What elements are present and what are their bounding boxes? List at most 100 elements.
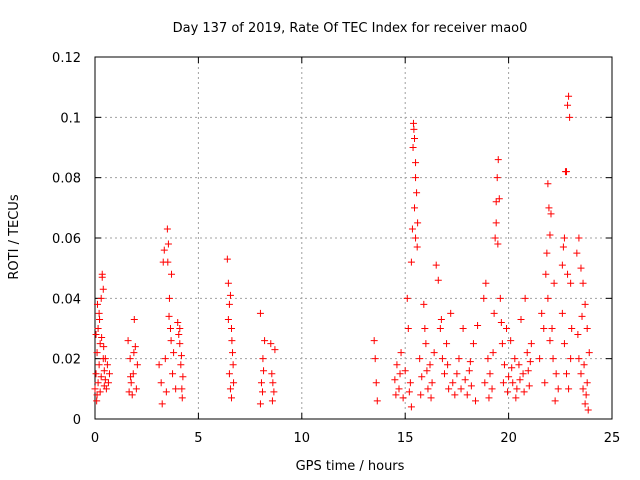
data-point: [455, 355, 463, 363]
data-point: [256, 309, 264, 317]
data-point: [517, 315, 525, 323]
data-point: [227, 325, 235, 332]
data-point: [453, 370, 461, 378]
data-point: [91, 385, 99, 393]
data-point: [93, 300, 101, 308]
data-point: [560, 340, 568, 348]
axes: [94, 56, 613, 420]
data-point: [551, 397, 559, 405]
data-point: [172, 385, 180, 393]
data-point: [543, 249, 551, 257]
data-point: [422, 340, 430, 348]
data-point: [542, 270, 550, 278]
y-axis-label: ROTI / TECUs: [7, 194, 22, 279]
data-point: [230, 379, 238, 387]
data-point: [92, 331, 100, 339]
data-point: [444, 361, 452, 369]
x-tick-label: 10: [294, 431, 311, 446]
data-point: [423, 367, 431, 375]
data-point: [160, 246, 168, 254]
data-point: [565, 385, 573, 393]
data-point: [268, 397, 276, 405]
data-point: [440, 370, 448, 378]
x-tick-label: 0: [91, 431, 99, 446]
data-point: [414, 219, 422, 227]
data-point: [164, 240, 172, 248]
data-point: [579, 385, 587, 393]
data-point: [259, 355, 267, 363]
data-point: [491, 234, 499, 242]
data-point: [411, 204, 419, 212]
data-point: [508, 364, 516, 372]
data-point: [565, 92, 573, 100]
data-points: [91, 92, 593, 414]
y-tick-label: 0.06: [52, 232, 81, 247]
data-point: [406, 379, 414, 387]
data-point: [96, 340, 104, 348]
data-point: [567, 279, 575, 287]
data-point: [105, 370, 113, 378]
data-point: [559, 243, 567, 251]
data-point: [447, 309, 455, 317]
data-point: [95, 309, 103, 317]
data-point: [93, 391, 101, 399]
data-point: [500, 361, 508, 369]
data-point: [413, 189, 421, 197]
data-point: [558, 261, 566, 269]
y-tick-label: 0.04: [52, 292, 81, 307]
data-point: [416, 355, 424, 363]
data-point: [424, 385, 432, 393]
data-point: [370, 337, 378, 345]
data-point: [499, 379, 507, 387]
data-point: [130, 349, 138, 357]
data-point: [568, 325, 576, 332]
data-point: [463, 391, 471, 399]
data-point: [494, 156, 502, 164]
data-point: [549, 355, 557, 363]
data-point: [396, 370, 404, 378]
data-point: [525, 382, 533, 390]
data-point: [513, 385, 521, 393]
data-point: [563, 370, 571, 378]
x-axis-label: GPS time / hours: [296, 459, 405, 474]
data-point: [480, 294, 488, 302]
chart-title: Day 137 of 2019, Rate Of TEC Index for r…: [173, 21, 528, 36]
data-point: [428, 379, 436, 387]
data-point: [409, 144, 417, 151]
data-point: [412, 159, 420, 167]
data-point: [178, 385, 186, 393]
data-point: [133, 361, 141, 369]
data-point: [493, 174, 501, 182]
data-point: [484, 355, 492, 363]
data-point: [256, 400, 264, 408]
y-tick-label: 0: [73, 413, 81, 428]
data-point: [583, 379, 591, 387]
data-point: [177, 352, 185, 360]
data-point: [128, 391, 136, 399]
data-point: [564, 101, 572, 109]
data-point: [132, 385, 140, 393]
data-point: [168, 270, 176, 278]
data-point: [178, 394, 186, 402]
data-point: [436, 325, 444, 332]
data-point: [481, 379, 489, 387]
data-point: [546, 337, 554, 345]
x-tick-label: 20: [500, 431, 517, 446]
data-point: [449, 379, 457, 387]
data-point: [582, 391, 590, 399]
y-tick-label: 0.12: [52, 51, 81, 66]
data-point: [492, 219, 500, 227]
data-point: [577, 264, 585, 272]
data-point: [461, 376, 469, 384]
data-point: [579, 279, 587, 287]
data-point: [564, 270, 572, 278]
data-point: [566, 113, 574, 121]
data-point: [466, 358, 474, 366]
data-point: [519, 370, 527, 378]
data-point: [495, 195, 503, 203]
data-point: [567, 355, 575, 363]
data-point: [577, 370, 585, 378]
tick-labels: 0 5 10 15 20 25 0 0.02 0.04 0.06 0.08 0.1 0.12: [52, 51, 620, 446]
data-point: [131, 343, 139, 351]
data-point: [467, 382, 475, 390]
